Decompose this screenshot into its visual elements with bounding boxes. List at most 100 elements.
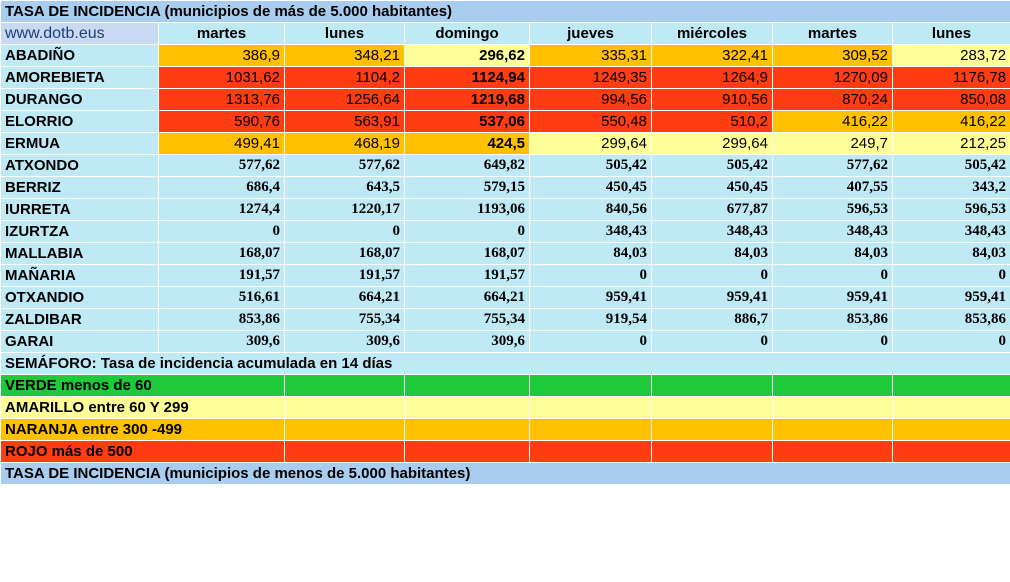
incidence-value: 510,2 xyxy=(651,110,773,133)
incidence-value: 348,43 xyxy=(772,220,893,243)
incidence-value: 386,9 xyxy=(158,44,285,67)
incidence-value: 505,42 xyxy=(891,154,1010,177)
incidence-value: 886,7 xyxy=(651,308,773,331)
legend-label: VERDE menos de 60 xyxy=(0,374,285,397)
legend-color-cell xyxy=(404,440,530,463)
incidence-value: 0 xyxy=(651,264,773,287)
municipality-name: IURRETA xyxy=(0,198,159,221)
incidence-value: 0 xyxy=(651,330,773,353)
incidence-value: 450,45 xyxy=(651,176,773,199)
municipality-name: OTXANDIO xyxy=(0,286,159,309)
table-row: DURANGO 1313,76 1256,64 1219,68 994,56 910,56… xyxy=(0,88,1010,111)
incidence-value: 299,64 xyxy=(529,132,652,155)
legend-color-cell xyxy=(529,440,652,463)
municipality-name: AMOREBIETA xyxy=(0,66,159,89)
incidence-value: 191,57 xyxy=(404,264,530,287)
municipality-name: ZALDIBAR xyxy=(0,308,159,331)
incidence-value: 1124,94 xyxy=(404,66,530,89)
legend-color-cell xyxy=(772,418,893,441)
legend-color-cell xyxy=(772,440,893,463)
incidence-value: 959,41 xyxy=(651,286,773,309)
incidence-value: 424,5 xyxy=(404,132,530,155)
incidence-value: 309,52 xyxy=(772,44,893,67)
legend-color-cell xyxy=(529,396,652,419)
incidence-value: 0 xyxy=(158,220,285,243)
incidence-value: 1249,35 xyxy=(529,66,652,89)
legend-label: NARANJA entre 300 -499 xyxy=(0,418,285,441)
incidence-value: 550,48 xyxy=(529,110,652,133)
incidence-value: 499,41 xyxy=(158,132,285,155)
incidence-value: 910,56 xyxy=(651,88,773,111)
legend-color-cell xyxy=(404,374,530,397)
incidence-value: 505,42 xyxy=(529,154,652,177)
incidence-value: 994,56 xyxy=(529,88,652,111)
incidence-value: 1219,68 xyxy=(404,88,530,111)
incidence-value: 755,34 xyxy=(284,308,405,331)
incidence-value: 664,21 xyxy=(284,286,405,309)
municipality-name: IZURTZA xyxy=(0,220,159,243)
incidence-value: 0 xyxy=(404,220,530,243)
incidence-value: 322,41 xyxy=(651,44,773,67)
table-row: IZURTZA 0 0 0 348,43 348,43 348,43 348,43 xyxy=(0,220,1010,243)
footer-row: TASA DE INCIDENCIA (municipios de menos … xyxy=(0,462,1010,485)
day-header: miércoles xyxy=(651,22,773,45)
incidence-value: 0 xyxy=(529,264,652,287)
incidence-value: 577,62 xyxy=(772,154,893,177)
municipality-name: ATXONDO xyxy=(0,154,159,177)
incidence-value: 348,43 xyxy=(651,220,773,243)
footer-title: TASA DE INCIDENCIA (municipios de menos … xyxy=(0,462,1010,485)
incidence-value: 590,76 xyxy=(158,110,285,133)
incidence-value: 537,06 xyxy=(404,110,530,133)
municipality-name: BERRIZ xyxy=(0,176,159,199)
table-row: OTXANDIO 516,61 664,21 664,21 959,41 959,41 95… xyxy=(0,286,1010,309)
incidence-value: 649,82 xyxy=(404,154,530,177)
incidence-value: 348,21 xyxy=(284,44,405,67)
legend-color-cell xyxy=(891,440,1010,463)
semaforo-label: SEMÁFORO: Tasa de incidencia acumulada e… xyxy=(0,352,1010,375)
legend-label: ROJO más de 500 xyxy=(0,440,285,463)
municipality-name: ABADIÑO xyxy=(0,44,159,67)
incidence-value: 191,57 xyxy=(158,264,285,287)
incidence-value: 348,43 xyxy=(529,220,652,243)
legend-color-cell xyxy=(651,396,773,419)
legend-row: AMARILLO entre 60 Y 299 xyxy=(0,396,1010,419)
incidence-value: 959,41 xyxy=(891,286,1010,309)
legend-color-cell xyxy=(529,418,652,441)
legend-color-cell xyxy=(891,374,1010,397)
incidence-value: 853,86 xyxy=(158,308,285,331)
day-header: martes xyxy=(772,22,893,45)
incidence-value: 1176,78 xyxy=(891,66,1010,89)
legend-color-cell xyxy=(772,396,893,419)
header-title: TASA DE INCIDENCIA (municipios de más de… xyxy=(0,0,1010,23)
incidence-value: 416,22 xyxy=(891,110,1010,133)
day-header: martes xyxy=(158,22,285,45)
incidence-value: 579,15 xyxy=(404,176,530,199)
municipality-name: ERMUA xyxy=(0,132,159,155)
incidence-value: 1256,64 xyxy=(284,88,405,111)
incidence-value: 563,91 xyxy=(284,110,405,133)
incidence-value: 1313,76 xyxy=(158,88,285,111)
incidence-value: 0 xyxy=(772,264,893,287)
incidence-value: 416,22 xyxy=(772,110,893,133)
incidence-value: 0 xyxy=(891,264,1010,287)
incidence-value: 577,62 xyxy=(158,154,285,177)
incidence-value: 309,6 xyxy=(284,330,405,353)
day-header: lunes xyxy=(284,22,405,45)
column-header-row: www.dotb.eus martes lunes domingo jueves… xyxy=(0,22,1010,45)
incidence-value: 0 xyxy=(891,330,1010,353)
incidence-value: 505,42 xyxy=(651,154,773,177)
incidence-value: 0 xyxy=(284,220,405,243)
incidence-value: 348,43 xyxy=(891,220,1010,243)
incidence-value: 299,64 xyxy=(651,132,773,155)
incidence-value: 1270,09 xyxy=(772,66,893,89)
table-row: MAÑARIA 191,57 191,57 191,57 0 0 0 0 xyxy=(0,264,1010,287)
site-link[interactable]: www.dotb.eus xyxy=(0,22,159,45)
table-row: AMOREBIETA 1031,62 1104,2 1124,94 1249,35 126… xyxy=(0,66,1010,89)
incidence-value: 0 xyxy=(772,330,893,353)
table-row: IURRETA 1274,4 1220,17 1193,06 840,56 677,87 5… xyxy=(0,198,1010,221)
incidence-value: 1274,4 xyxy=(158,198,285,221)
incidence-value: 168,07 xyxy=(404,242,530,265)
municipality-name: MAÑARIA xyxy=(0,264,159,287)
incidence-value: 1193,06 xyxy=(404,198,530,221)
day-header: lunes xyxy=(891,22,1010,45)
